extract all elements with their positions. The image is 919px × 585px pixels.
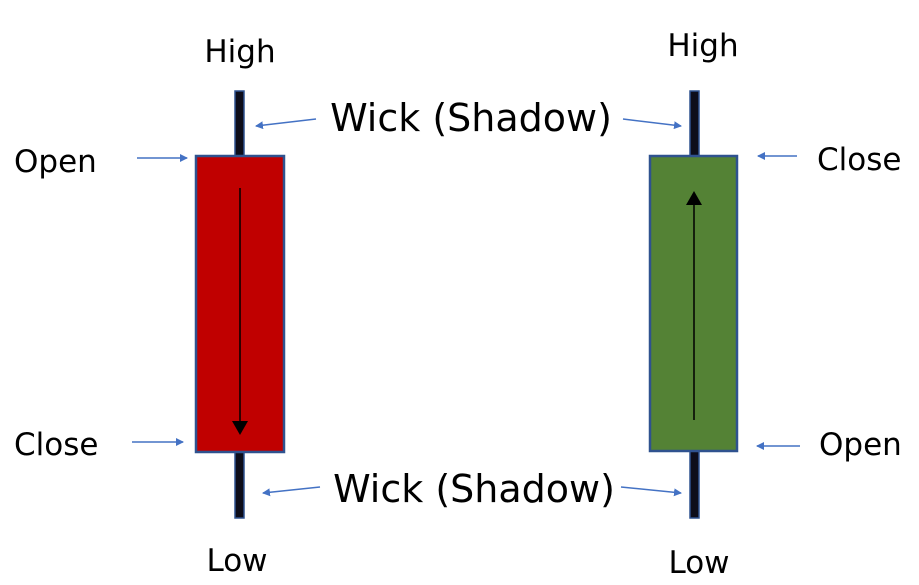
- bear-low-label: Low: [206, 543, 267, 579]
- bull-high-label: High: [667, 28, 738, 64]
- bull-low-label: Low: [668, 545, 729, 581]
- pointer-arrows: [132, 118, 800, 497]
- bullish-candle: [648, 90, 739, 519]
- arrow-wick-bottom-right: [620, 486, 682, 497]
- arrow-wick-bottom-left: [262, 486, 321, 497]
- wick-bottom-label: Wick (Shadow): [333, 467, 615, 511]
- bull-open-label: Open: [819, 427, 902, 463]
- arrow-wick-top-left: [255, 118, 317, 130]
- bear-high-label: High: [204, 34, 275, 70]
- bullish-upper-wick: [689, 90, 700, 159]
- wick-top-label: Wick (Shadow): [330, 96, 612, 140]
- bearish-upper-wick: [234, 90, 245, 158]
- bearish-lower-wick: [234, 450, 245, 519]
- bull-close-label: Close: [817, 142, 901, 178]
- arrow-wick-top-right: [622, 118, 682, 130]
- bear-open-label: Open: [14, 144, 97, 180]
- bearish-candle: [194, 90, 286, 519]
- bear-close-label: Close: [14, 427, 98, 463]
- bullish-lower-wick: [689, 450, 700, 519]
